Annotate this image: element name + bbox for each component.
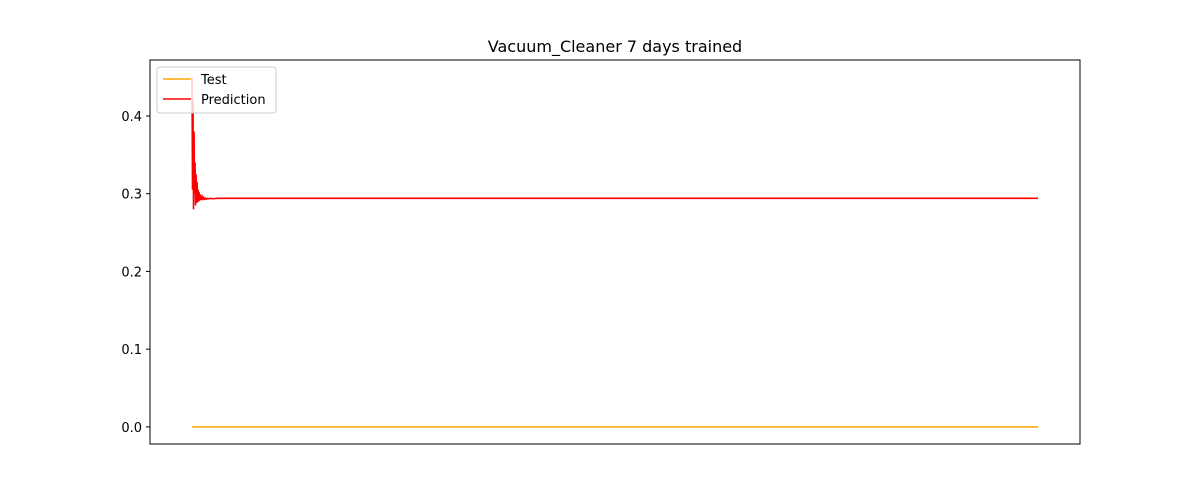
y-tick-label-2: 0.2 (121, 265, 142, 280)
legend-label-test: Test (200, 73, 227, 88)
legend: Test Prediction (156, 66, 277, 114)
chart-title: Vacuum_Cleaner 7 days trained (488, 37, 742, 57)
legend-label-prediction: Prediction (201, 93, 266, 108)
series-layer (191, 77, 1038, 428)
y-tick-label-3: 0.3 (121, 188, 142, 203)
y-tick-label-4: 0.4 (121, 110, 142, 125)
plot-area-frame (149, 59, 1081, 445)
y-tick-label-0: 0.0 (121, 421, 142, 436)
series-line-prediction (191, 77, 1038, 210)
y-axis: 0.0 0.1 0.2 0.3 0.4 (121, 110, 150, 436)
y-tick-label-1: 0.1 (121, 343, 142, 358)
